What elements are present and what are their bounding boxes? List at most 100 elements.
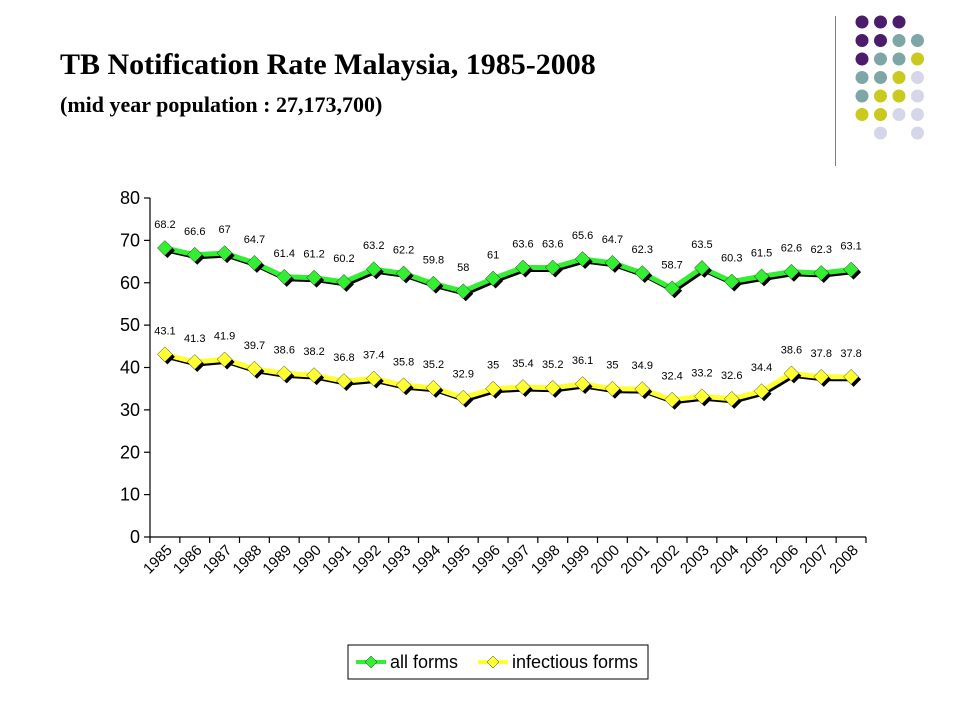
data-label: 35.2	[542, 359, 563, 371]
legend-entry: infectious forms	[478, 652, 638, 672]
data-point	[664, 280, 683, 299]
decorative-dot	[911, 126, 924, 140]
data-label: 63.2	[363, 240, 384, 252]
x-tick-label: 1996	[468, 542, 504, 578]
data-point	[723, 391, 742, 409]
slide-title: TB Notification Rate Malaysia, 1985-2008	[60, 48, 596, 81]
y-tick-label: 70	[120, 230, 140, 250]
data-point	[515, 259, 533, 278]
x-tick-label: 2001	[617, 542, 653, 578]
data-label: 62.6	[781, 243, 802, 255]
data-point	[574, 376, 593, 395]
data-labels: 68.2 66.6 67 64.7 61.4 61.2 60.2 63.2 62.2 59.8 58…	[154, 219, 862, 383]
x-tick-label: 1986	[170, 542, 206, 578]
data-point	[843, 261, 862, 280]
data-label: 61.2	[303, 249, 324, 261]
decorative-dot-grid	[855, 15, 924, 140]
decorative-dot	[874, 71, 887, 84]
y-tick-label: 10	[120, 485, 140, 505]
data-label: 61	[487, 250, 499, 262]
x-tick-label: 1985	[140, 542, 176, 578]
data-label: 67	[218, 224, 230, 236]
data-point	[515, 379, 533, 397]
data-label: 35	[606, 360, 618, 372]
x-axis-ticks: 1985198619871988198919901991199219931994…	[140, 537, 867, 578]
x-tick-label: 1987	[200, 542, 236, 578]
data-label: 61.5	[751, 247, 772, 259]
decorative-dot	[892, 15, 906, 29]
x-tick-label: 1994	[409, 542, 445, 578]
data-point	[604, 380, 623, 399]
data-label: 59.8	[423, 255, 444, 267]
data-label: 65.6	[572, 230, 593, 242]
data-point	[365, 261, 384, 280]
decorative-dot	[911, 89, 924, 103]
series-layer	[157, 240, 862, 410]
data-point	[425, 380, 444, 398]
data-label: 37.4	[363, 350, 384, 362]
data-label: 64.7	[602, 234, 623, 246]
data-label: 37.8	[811, 348, 832, 360]
y-tick-label: 30	[120, 400, 140, 420]
data-point	[186, 354, 205, 372]
x-tick-label: 2000	[588, 542, 624, 578]
data-point	[395, 377, 414, 396]
data-point	[186, 246, 205, 265]
x-tick-label: 1988	[230, 542, 266, 578]
x-tick-label: 2005	[737, 542, 773, 578]
decorative-dot	[892, 108, 906, 121]
data-label: 63.6	[512, 238, 533, 250]
data-label: 39.7	[244, 340, 265, 352]
data-point	[276, 365, 295, 384]
decorative-dot	[874, 15, 887, 29]
slide-subtitle: (mid year population : 27,173,700)	[60, 92, 383, 117]
x-tick-label: 1995	[438, 542, 474, 578]
decorative-dot	[892, 52, 906, 66]
data-point	[157, 240, 175, 259]
series-line	[164, 245, 852, 294]
y-tick-label: 40	[120, 358, 140, 378]
data-label: 38.6	[781, 344, 802, 356]
data-point	[634, 381, 653, 400]
x-tick-label: 1993	[379, 542, 415, 578]
y-axis-ticks: 0 10 20 30 40 50 60 70 80	[120, 188, 150, 547]
data-point	[246, 360, 265, 379]
x-tick-label: 2007	[796, 542, 832, 578]
data-point	[276, 269, 295, 287]
decorative-dot	[911, 34, 924, 47]
decorative-dot	[855, 52, 869, 66]
data-label: 58.7	[661, 259, 682, 271]
decorative-dot	[855, 34, 869, 47]
decorative-dot	[855, 108, 869, 121]
data-label: 36.8	[333, 352, 354, 364]
data-point	[634, 265, 653, 284]
data-point	[455, 389, 474, 408]
data-label: 33.2	[691, 367, 712, 379]
decorative-dot	[855, 15, 869, 29]
data-point	[694, 388, 712, 407]
data-point	[216, 351, 235, 370]
decorative-dot	[892, 34, 906, 47]
data-point	[544, 380, 563, 398]
data-point	[783, 263, 802, 282]
legend-swatch-marker	[486, 655, 500, 669]
data-label: 63.5	[691, 239, 712, 251]
series-line	[164, 351, 852, 403]
data-point	[455, 283, 474, 302]
decorative-dot	[911, 52, 924, 66]
data-point	[694, 260, 712, 278]
data-point	[365, 370, 384, 389]
data-point	[246, 255, 265, 273]
data-point	[723, 273, 742, 292]
data-label: 41.9	[214, 330, 235, 342]
data-point	[395, 265, 414, 284]
data-label: 36.1	[572, 355, 593, 367]
decorative-dot	[911, 71, 924, 84]
y-tick-label: 50	[120, 315, 140, 335]
data-point	[664, 391, 683, 410]
data-label: 37.8	[840, 348, 861, 360]
decorative-dot	[911, 108, 924, 121]
data-label: 64.7	[244, 234, 265, 246]
data-point	[544, 259, 563, 278]
